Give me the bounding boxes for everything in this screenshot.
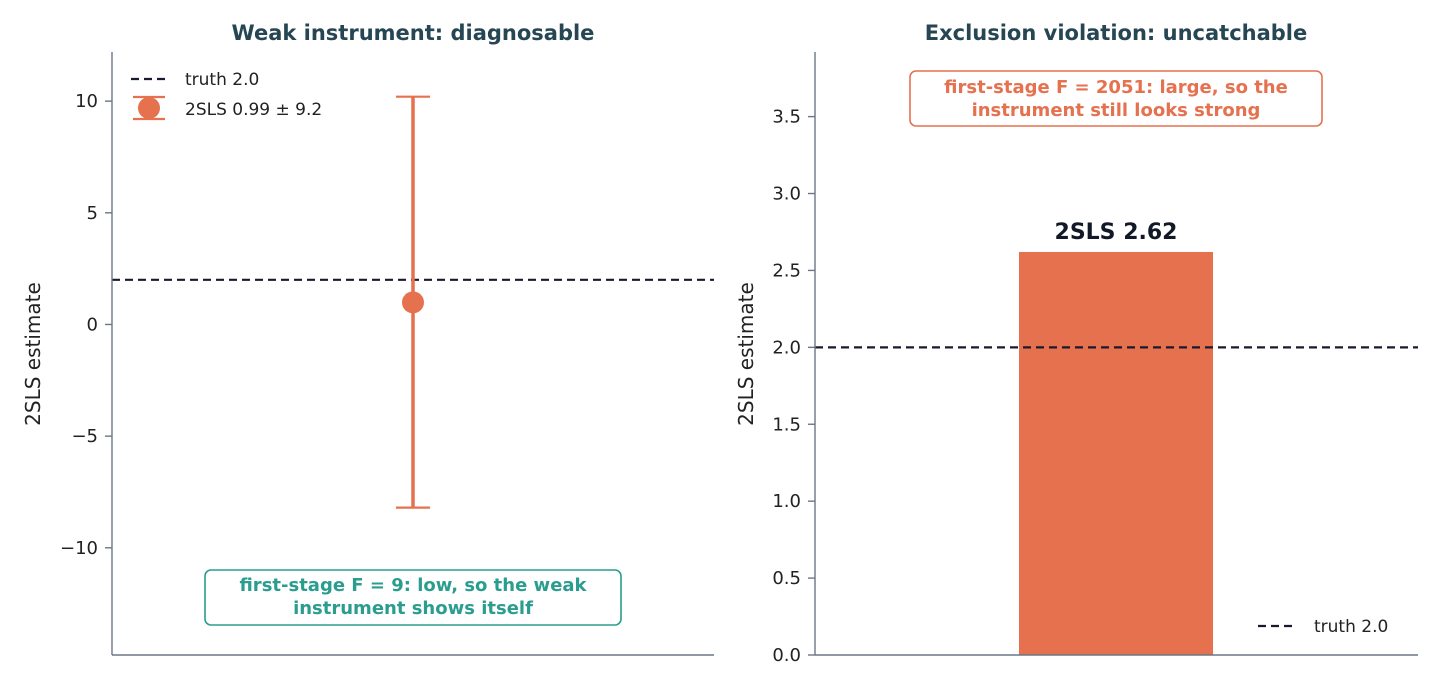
right-legend-truth-label: truth 2.0 [1314,617,1388,637]
right-title: Exclusion violation: uncatchable [925,21,1307,45]
right-y-tick-label: 3.0 [772,184,801,205]
right-y-tick-label: 1.5 [772,414,801,435]
estimate-point [402,291,424,314]
right-bar [1019,251,1213,655]
left-legend-truth-label: truth 2.0 [185,70,259,90]
right-y-tick-label: 2.0 [772,337,801,358]
left-title: Weak instrument: diagnosable [232,21,595,45]
left-y-ticks: 10 5 0 −5 −10 [60,91,112,559]
left-panel: Weak instrument: diagnosable 2SLS estima… [21,21,714,656]
left-error-bar [396,95,430,509]
right-legend: truth 2.0 [1258,617,1388,637]
right-y-tick-label: 0.5 [772,568,801,589]
left-y-tick-label: −5 [71,426,98,447]
right-annotation: first-stage F = 2051: large, so the inst… [909,70,1323,127]
right-y-tick-label: 0.0 [772,645,801,666]
right-annotation-line2: instrument still looks strong [972,100,1261,121]
left-legend: truth 2.0 2SLS 0.99 ± 9.2 [131,70,322,121]
left-y-tick-label: 0 [87,314,98,335]
left-annotation-box [204,569,622,626]
right-panel: Exclusion violation: uncatchable 2SLS es… [734,21,1418,666]
right-y-tick-label: 1.0 [772,491,801,512]
left-annotation-line2: instrument shows itself [293,598,533,619]
left-ylabel: 2SLS estimate [21,282,45,426]
left-y-tick-label: 5 [87,203,98,224]
right-annotation-box [909,70,1323,127]
right-y-tick-label: 3.5 [772,107,801,128]
right-ylabel: 2SLS estimate [734,282,758,426]
left-legend-estimate-label: 2SLS 0.99 ± 9.2 [185,100,322,120]
right-bar-label: 2SLS 2.62 [1055,220,1178,245]
left-y-tick-label: −10 [60,538,98,559]
left-annotation: first-stage F = 9: low, so the weak inst… [204,569,622,626]
legend-estimate-swatch [133,95,165,121]
right-y-tick-label: 2.5 [772,260,801,281]
right-annotation-line1: first-stage F = 2051: large, so the [944,77,1288,98]
right-y-ticks: 0.0 0.5 1.0 1.5 2.0 2.5 3.0 3.5 [772,107,815,666]
left-y-tick-label: 10 [75,91,98,112]
left-annotation-line1: first-stage F = 9: low, so the weak [239,575,587,596]
